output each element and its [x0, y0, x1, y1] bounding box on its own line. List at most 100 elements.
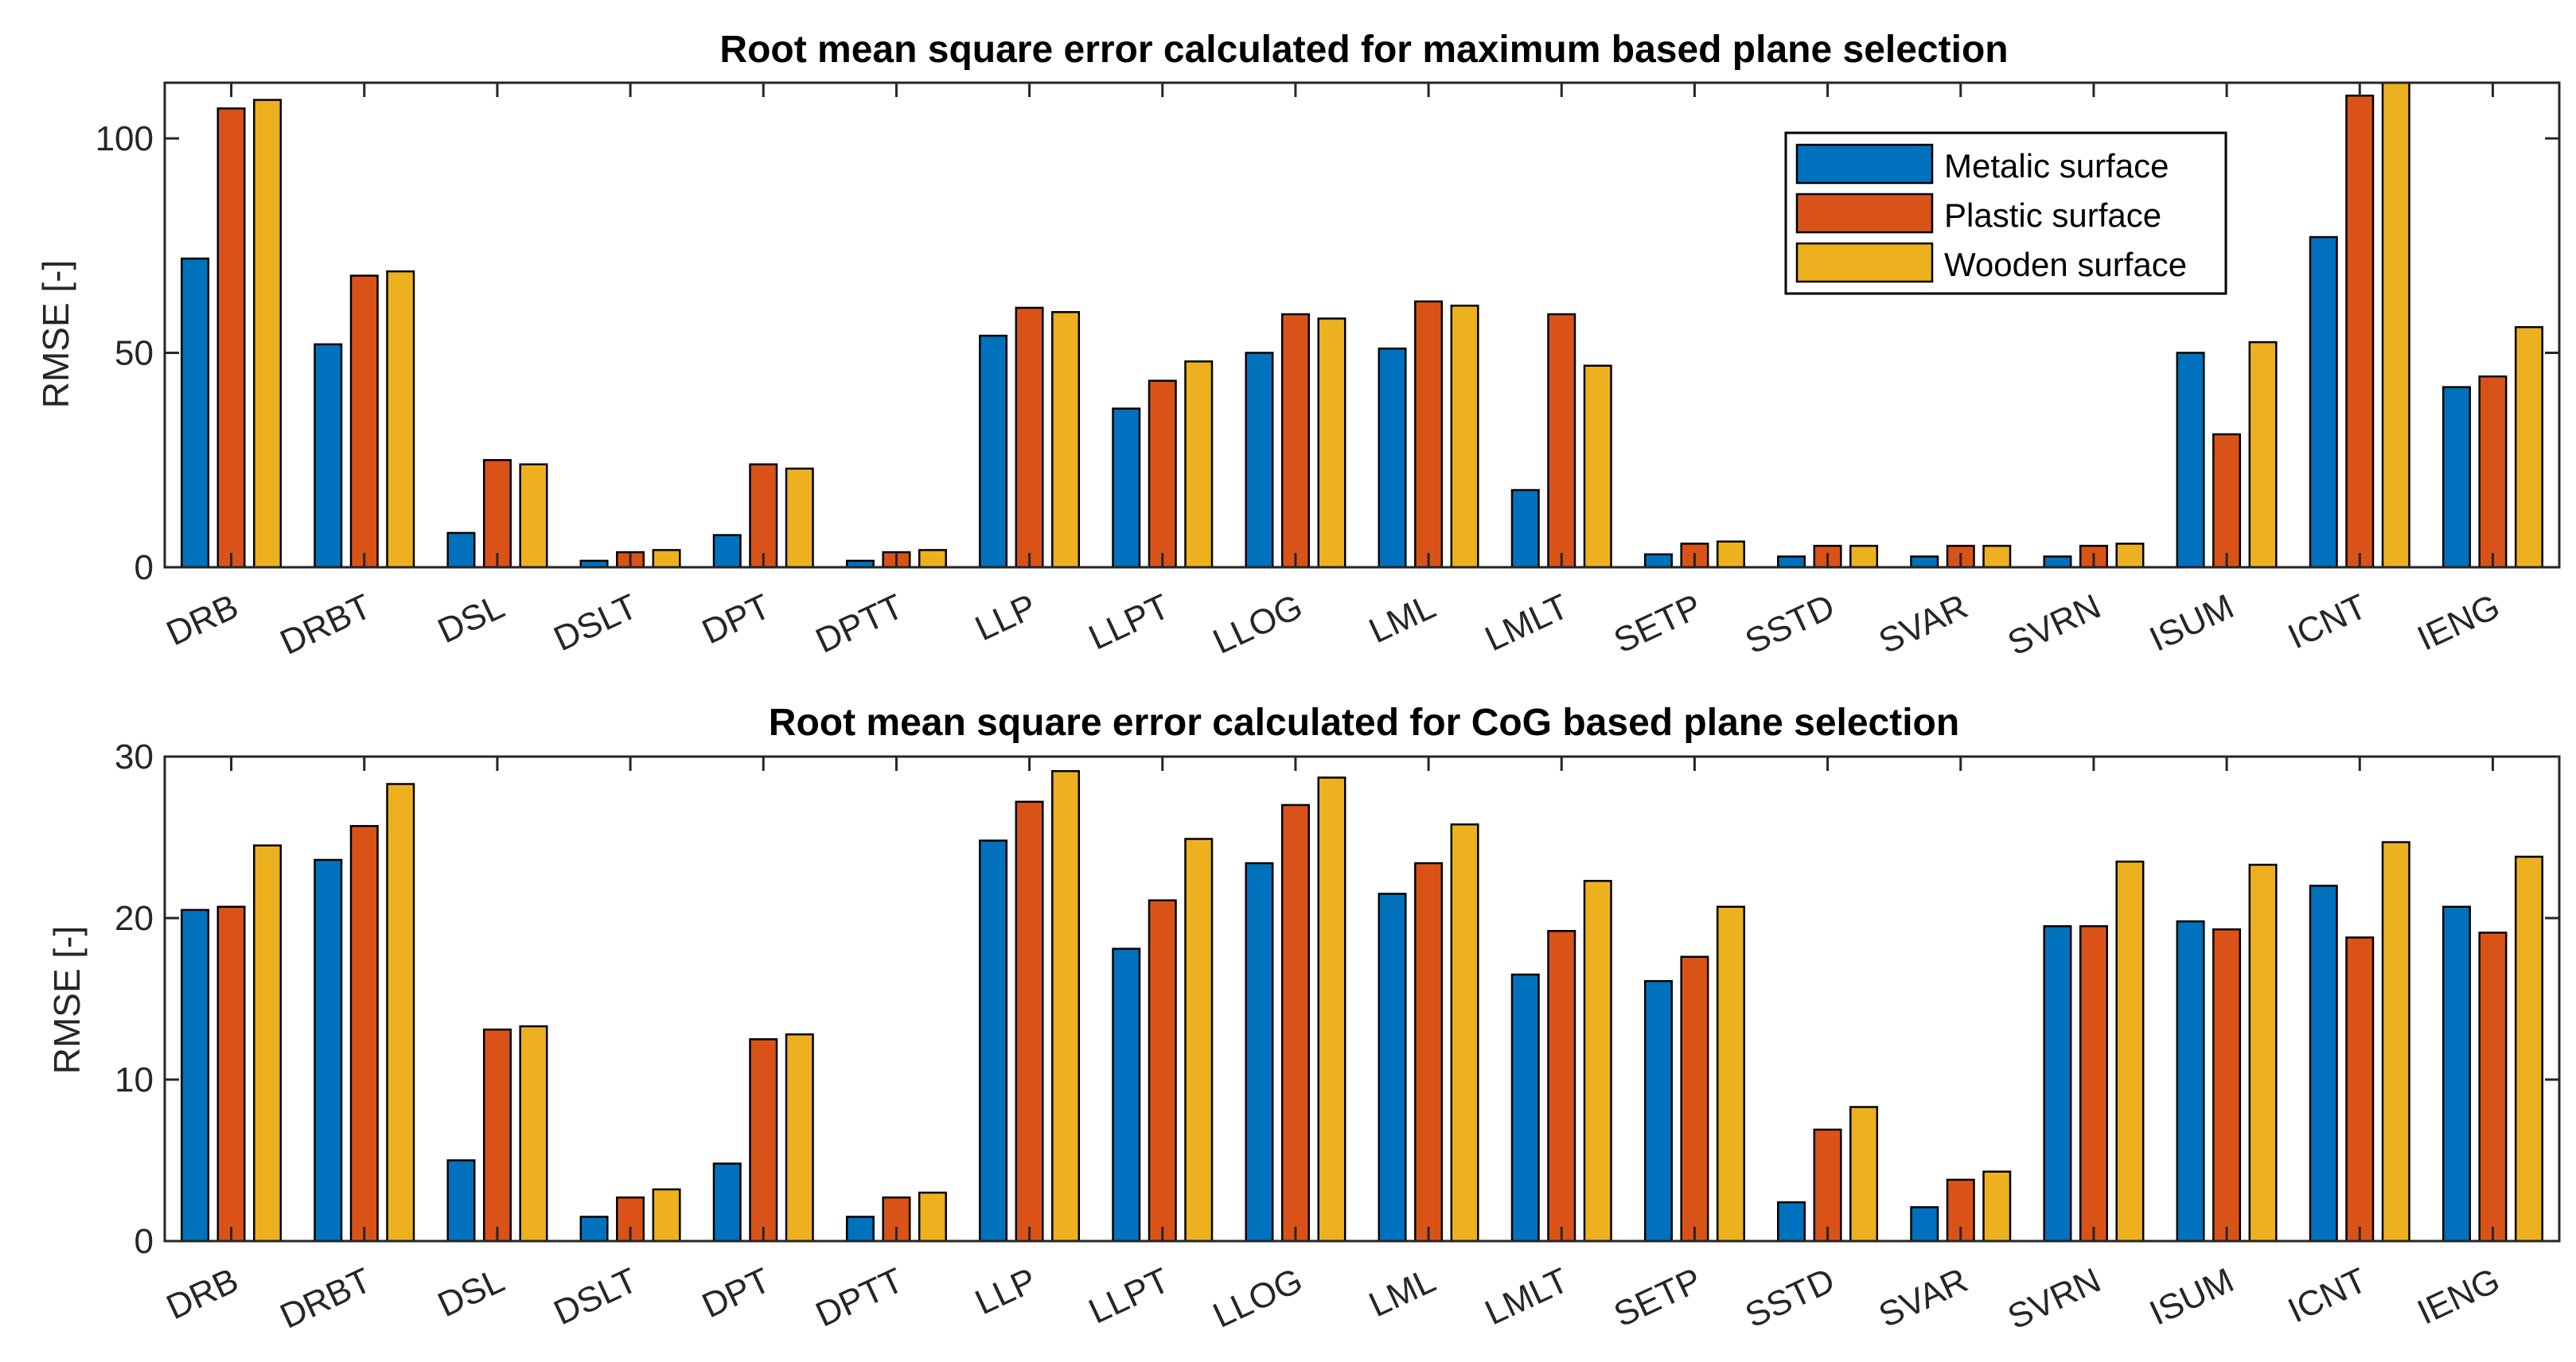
bar-lml-metalic: [1378, 347, 1407, 569]
bar-lmlt-plastic: [1547, 929, 1576, 1243]
bar-drbt-metalic: [314, 343, 343, 569]
bar-isum-wooden: [2248, 863, 2278, 1243]
bar-drbt-metalic: [314, 858, 343, 1243]
bar-ieng-wooden: [2514, 855, 2543, 1243]
bar-ieng-metalic: [2442, 386, 2471, 569]
bar-dslt-metalic: [579, 1216, 609, 1243]
y-tick-label: 100: [95, 119, 154, 158]
legend-label-metalic: Metalic surface: [1944, 147, 2169, 185]
bar-llog-plastic: [1280, 313, 1310, 569]
bar-icnt-metalic: [2309, 235, 2338, 569]
bar-lml-plastic: [1414, 300, 1444, 569]
bar-lmlt-wooden: [1583, 880, 1612, 1243]
bar-llp-plastic: [1015, 800, 1044, 1243]
bar-svrn-plastic: [2079, 924, 2108, 1243]
bar-dptt-wooden: [918, 1191, 947, 1243]
bar-setp-wooden: [1716, 540, 1745, 569]
bar-llpt-plastic: [1148, 379, 1177, 569]
bar-llp-metalic: [979, 839, 1008, 1243]
bar-llpt-metalic: [1112, 407, 1141, 569]
y-axis-label: RMSE [-]: [46, 926, 88, 1075]
bar-sstd-wooden: [1849, 1106, 1879, 1243]
legend-swatch-plastic: [1795, 193, 1934, 234]
bar-llpt-wooden: [1184, 360, 1214, 569]
bar-drbt-wooden: [386, 783, 415, 1243]
bar-llog-wooden: [1317, 317, 1346, 569]
bar-llog-metalic: [1245, 352, 1274, 569]
bar-svrn-wooden: [2115, 543, 2145, 569]
bar-lml-wooden: [1450, 823, 1479, 1243]
bar-dpt-metalic: [712, 534, 742, 569]
bar-svrn-metalic: [2043, 924, 2072, 1243]
bar-drb-plastic: [216, 107, 246, 569]
bar-llp-wooden: [1051, 311, 1081, 569]
bar-svrn-wooden: [2115, 860, 2145, 1243]
y-tick-label: 0: [134, 548, 154, 587]
bar-sstd-wooden: [1849, 544, 1879, 569]
bar-isum-metalic: [2176, 920, 2205, 1243]
bar-llp-metalic: [979, 334, 1008, 569]
y-tick-label: 20: [115, 899, 154, 938]
bar-setp-metalic: [1643, 553, 1673, 569]
bar-llpt-plastic: [1148, 899, 1177, 1243]
bar-llp-wooden: [1051, 770, 1081, 1243]
bar-lmlt-metalic: [1510, 488, 1540, 569]
axes-box: [163, 81, 2561, 569]
bar-dpt-wooden: [785, 467, 814, 569]
bar-sstd-plastic: [1813, 1128, 1842, 1243]
y-tick-label: 0: [134, 1222, 154, 1261]
bar-ieng-plastic: [2478, 932, 2508, 1243]
bar-ieng-wooden: [2514, 325, 2543, 569]
bar-dsl-wooden: [519, 1025, 548, 1243]
chart-title: Root mean square error calculated for Co…: [769, 702, 1959, 744]
bar-dpt-wooden: [785, 1033, 814, 1243]
bar-drbt-plastic: [349, 274, 379, 569]
bar-lml-metalic: [1378, 893, 1407, 1243]
bar-ieng-metalic: [2442, 905, 2471, 1243]
bar-drb-wooden: [253, 844, 283, 1243]
bar-dptt-metalic: [845, 1216, 875, 1243]
bar-isum-metalic: [2176, 352, 2205, 569]
bar-lmlt-metalic: [1510, 973, 1540, 1243]
bar-svar-metalic: [1910, 555, 1939, 569]
bar-svar-wooden: [1982, 544, 2012, 569]
bar-dsl-plastic: [482, 459, 512, 569]
bar-icnt-plastic: [2345, 936, 2375, 1243]
bar-icnt-wooden: [2381, 81, 2410, 569]
bar-svar-metalic: [1910, 1206, 1939, 1243]
bar-ieng-plastic: [2478, 375, 2508, 569]
bar-isum-wooden: [2248, 340, 2278, 569]
bar-drb-wooden: [253, 99, 283, 569]
bar-isum-plastic: [2212, 433, 2242, 569]
y-tick-label: 50: [115, 334, 154, 373]
bar-lml-wooden: [1450, 304, 1479, 569]
bar-dpt-plastic: [749, 463, 778, 569]
bar-llog-wooden: [1317, 776, 1346, 1243]
bar-drb-plastic: [216, 905, 246, 1243]
bar-dslt-wooden: [652, 1188, 681, 1243]
bar-isum-plastic: [2212, 928, 2242, 1243]
y-axis-label: RMSE [-]: [35, 260, 76, 409]
bar-icnt-plastic: [2345, 94, 2375, 569]
bar-setp-wooden: [1716, 905, 1745, 1243]
bar-svrn-metalic: [2043, 555, 2072, 569]
axes-box: [163, 755, 2561, 1243]
bar-llpt-metalic: [1112, 948, 1141, 1243]
bar-icnt-metalic: [2309, 885, 2338, 1243]
bar-dsl-plastic: [482, 1028, 512, 1243]
bar-dptt-wooden: [918, 549, 947, 569]
bar-dslt-wooden: [652, 549, 681, 569]
legend: Metalic surface Plastic surface Wooden s…: [1784, 131, 2227, 295]
bar-sstd-metalic: [1777, 555, 1806, 569]
legend-swatch-wooden: [1795, 242, 1934, 283]
bar-setp-metalic: [1643, 979, 1673, 1243]
legend-label-plastic: Plastic surface: [1944, 197, 2161, 234]
chart-title: Root mean square error calculated for ma…: [719, 29, 2008, 71]
bar-llpt-wooden: [1184, 838, 1214, 1243]
bar-sstd-metalic: [1777, 1201, 1806, 1243]
bar-drb-metalic: [181, 909, 210, 1243]
bar-dpt-plastic: [749, 1038, 778, 1243]
bar-llog-metalic: [1245, 862, 1274, 1243]
bar-lmlt-plastic: [1547, 313, 1576, 569]
